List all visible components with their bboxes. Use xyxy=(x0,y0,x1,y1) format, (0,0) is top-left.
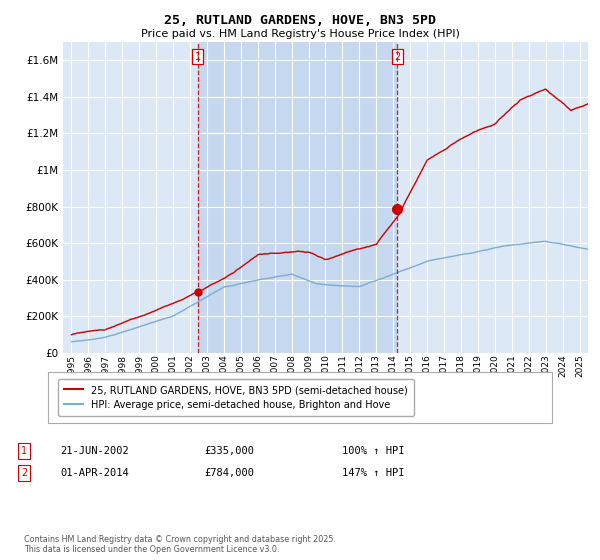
Text: Contains HM Land Registry data © Crown copyright and database right 2025.
This d: Contains HM Land Registry data © Crown c… xyxy=(24,535,336,554)
Text: 1: 1 xyxy=(21,446,27,456)
Text: 01-APR-2014: 01-APR-2014 xyxy=(60,468,129,478)
Text: 2: 2 xyxy=(394,52,401,62)
Bar xyxy=(198,42,397,353)
Text: 21-JUN-2002: 21-JUN-2002 xyxy=(60,446,129,456)
Text: 147% ↑ HPI: 147% ↑ HPI xyxy=(342,468,404,478)
Legend: 25, RUTLAND GARDENS, HOVE, BN3 5PD (semi-detached house), HPI: Average price, se: 25, RUTLAND GARDENS, HOVE, BN3 5PD (semi… xyxy=(58,379,413,416)
Text: £784,000: £784,000 xyxy=(204,468,254,478)
Text: 25, RUTLAND GARDENS, HOVE, BN3 5PD: 25, RUTLAND GARDENS, HOVE, BN3 5PD xyxy=(164,14,436,27)
Text: 2: 2 xyxy=(21,468,27,478)
Text: £335,000: £335,000 xyxy=(204,446,254,456)
Text: 100% ↑ HPI: 100% ↑ HPI xyxy=(342,446,404,456)
Text: Price paid vs. HM Land Registry's House Price Index (HPI): Price paid vs. HM Land Registry's House … xyxy=(140,29,460,39)
Text: 1: 1 xyxy=(195,52,201,62)
FancyBboxPatch shape xyxy=(48,372,552,423)
